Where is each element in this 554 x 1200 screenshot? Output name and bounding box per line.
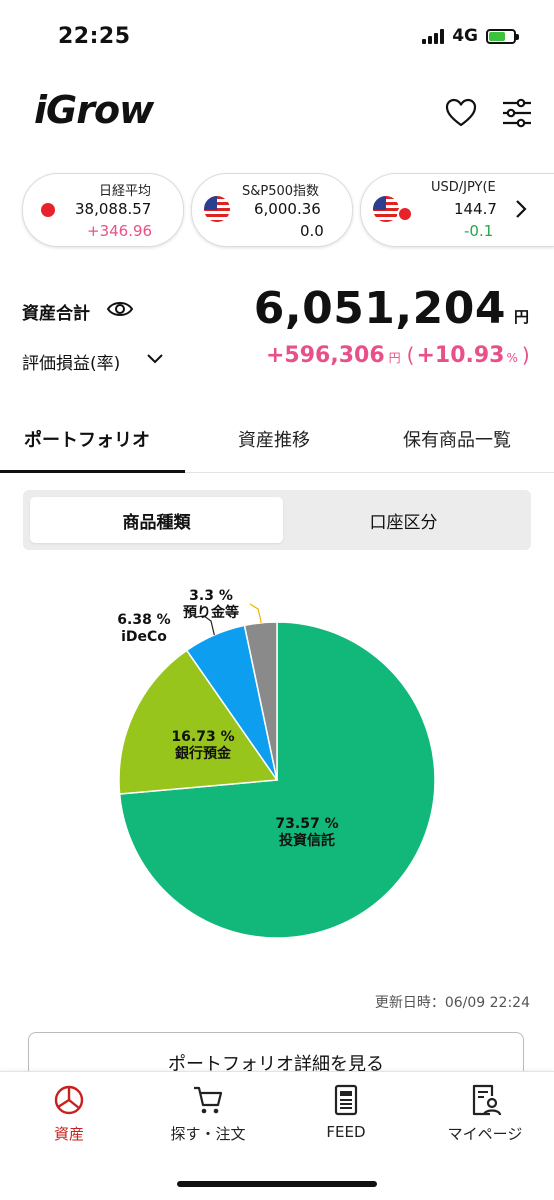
filter-settings-icon[interactable]	[500, 96, 534, 130]
pie-label-name: 預り金等	[183, 605, 239, 621]
tab-asset-history[interactable]: 資産推移	[238, 430, 310, 451]
chevron-right-icon[interactable]	[512, 198, 530, 220]
app-logo: iGrow	[34, 88, 154, 132]
bottom-nav	[0, 1071, 554, 1200]
tab-divider	[0, 472, 554, 473]
pl-value-row: +596,306 円 ( +10.93 % )	[266, 343, 530, 368]
pie-label-name: 投資信託	[279, 833, 335, 849]
signal-icon	[422, 28, 445, 44]
tab-portfolio[interactable]: ポートフォリオ	[24, 430, 150, 451]
portfolio-pie-chart	[118, 603, 436, 939]
jp-flag-icon	[41, 203, 55, 217]
index-name: 日経平均	[99, 184, 152, 199]
index-change: -0.1	[464, 222, 494, 240]
segment-account-type[interactable]: 口座区分	[369, 512, 438, 533]
pie-label-name: iDeCo	[121, 629, 167, 645]
tab-holdings[interactable]: 保有商品一覧	[403, 430, 511, 451]
nav-label: 探す・注文	[170, 1125, 246, 1143]
pie-label-name: 銀行預金	[175, 746, 231, 762]
heart-icon[interactable]	[444, 96, 478, 130]
index-card-usdjpy[interactable]: USD/JPY(E 144.7 -0.1	[360, 173, 554, 247]
pie-slice-bank-deposit	[118, 649, 279, 795]
pl-label[interactable]: 評価損益(率)	[22, 354, 121, 374]
updated-timestamp: 更新日時：06/09 22:24	[374, 995, 530, 1011]
pl-rate-open: (	[406, 343, 415, 367]
us-jp-flag-icon	[373, 196, 399, 222]
index-name: USD/JPY(E	[431, 180, 496, 195]
pl-rate: +10.93	[416, 343, 505, 368]
chevron-down-icon[interactable]	[146, 352, 164, 366]
pl-unit: 円	[388, 351, 401, 365]
index-card-sp500[interactable]: S&P500指数 6,000.36 0.0	[191, 173, 353, 247]
pl-rate-unit: %	[506, 351, 518, 365]
nav-search-order[interactable]: 探す・注文	[148, 1083, 268, 1144]
index-value: 144.7	[454, 200, 497, 218]
pie-label-investment-trust: 73.57 % 投資信託	[272, 816, 342, 850]
pie-label-deposits-etc: 3.3 % 預り金等	[176, 588, 246, 622]
pie-label-percent: 16.73 %	[171, 729, 235, 745]
index-name: S&P500指数	[242, 184, 320, 199]
feed-icon	[334, 1084, 358, 1116]
nav-feed[interactable]: FEED	[286, 1083, 406, 1141]
index-value: 38,088.57	[75, 200, 152, 218]
pie-label-bank-deposit: 16.73 % 銀行預金	[168, 729, 238, 763]
pie-label-ideco: 6.38 % iDeCo	[113, 612, 175, 646]
battery-icon	[486, 28, 519, 44]
index-change: 0.0	[300, 222, 324, 240]
home-indicator	[177, 1181, 377, 1187]
nav-label: FEED	[326, 1123, 366, 1141]
cart-icon	[194, 1086, 223, 1114]
tab-active-indicator	[0, 470, 185, 473]
pl-rate-close: )	[521, 343, 530, 367]
index-value: 6,000.36	[254, 200, 321, 218]
status-indicators: 4G	[422, 26, 519, 46]
index-card-nikkei[interactable]: 日経平均 38,088.57 +346.96	[22, 173, 184, 247]
nav-label: 資産	[53, 1125, 84, 1143]
us-flag-icon	[204, 196, 230, 222]
eye-icon[interactable]	[106, 299, 134, 319]
index-change: +346.96	[87, 222, 153, 240]
pie-label-percent: 6.38 %	[117, 612, 171, 628]
pl-value: +596,306	[266, 343, 385, 368]
pie-label-percent: 73.57 %	[275, 816, 339, 832]
network-label: 4G	[452, 26, 478, 46]
status-time: 22:25	[58, 24, 131, 49]
pie-slice-deposits-etc	[243, 621, 278, 781]
total-assets-label: 資産合計	[22, 304, 90, 324]
nav-mypage[interactable]: マイページ	[425, 1083, 545, 1144]
pie-leader-line	[249, 603, 262, 623]
total-assets-value: 6,051,204	[253, 283, 506, 334]
nav-assets[interactable]: 資産	[9, 1083, 129, 1144]
pie-chart-icon	[54, 1085, 84, 1115]
nav-label: マイページ	[447, 1125, 523, 1143]
jp-flag-icon	[397, 206, 413, 222]
profile-icon	[472, 1084, 502, 1116]
total-assets-unit: 円	[514, 308, 530, 326]
segment-product-type[interactable]: 商品種類	[30, 497, 283, 543]
pie-leader-line	[195, 615, 215, 636]
pie-label-percent: 3.3 %	[189, 588, 233, 604]
